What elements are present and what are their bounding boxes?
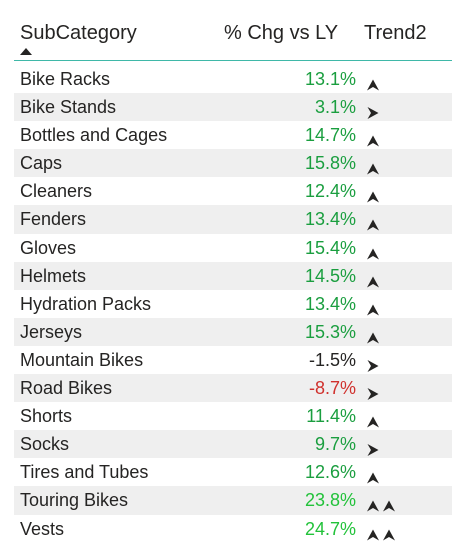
- subcategory-cell: Fenders: [20, 209, 87, 230]
- trend-up-icon: [366, 212, 380, 231]
- pct-change-cell: -1.5%: [308, 349, 356, 370]
- table-header: SubCategory % Chg vs LY Trend2: [14, 18, 452, 61]
- pct-change-cell: 24.7%: [304, 518, 356, 539]
- trend-cell: [366, 515, 396, 543]
- subcategory-cell: Vests: [20, 518, 65, 539]
- trend-cell: [366, 402, 380, 430]
- pct-change-cell: 14.7%: [304, 125, 356, 146]
- pct-change-cell: 14.5%: [304, 265, 356, 286]
- trend-cell: [366, 458, 380, 486]
- table-row[interactable]: Bottles and Cages 14.7%: [14, 121, 452, 149]
- table-row[interactable]: Helmets 14.5%: [14, 261, 452, 290]
- subcategory-cell: Cleaners: [20, 181, 93, 202]
- trend-right-icon: [366, 381, 380, 401]
- pct-change-cell: 15.8%: [304, 153, 356, 174]
- table-row[interactable]: Bike Racks 13.1%: [14, 65, 452, 93]
- trend-up-icon: [366, 409, 380, 428]
- trend-cell: [366, 234, 380, 262]
- subcategory-cell: Caps: [20, 153, 63, 174]
- pct-change-cell: 23.8%: [304, 490, 356, 511]
- subcategory-cell: Road Bikes: [20, 378, 113, 399]
- table-row[interactable]: Tires and Tubes 12.6%: [14, 458, 452, 486]
- trend-up-icon: [366, 156, 380, 175]
- table-row[interactable]: Jerseys 15.3%: [14, 317, 452, 346]
- table-row[interactable]: Gloves 15.4%: [14, 234, 452, 262]
- header-trend[interactable]: Trend2: [364, 22, 427, 44]
- table-row[interactable]: Fenders 13.4%: [14, 205, 452, 234]
- subcategory-cell: Bike Racks: [20, 69, 111, 89]
- table-body: Bike Racks 13.1% Bike Stands 3.1% Bottles an…: [14, 65, 452, 543]
- subcategory-cell: Hydration Packs: [20, 293, 152, 314]
- trend-cell: [366, 149, 380, 177]
- header-pct-change[interactable]: % Chg vs LY: [224, 22, 339, 44]
- subcategory-cell: Tires and Tubes: [20, 462, 149, 483]
- pct-change-cell: 12.6%: [304, 462, 356, 483]
- trend-up-icon: [366, 297, 380, 316]
- table-row[interactable]: Vests 24.7%: [14, 515, 452, 543]
- pct-change-cell: 13.4%: [304, 293, 356, 314]
- trend-up-icon: [366, 184, 380, 203]
- subcategory-cell: Shorts: [20, 406, 73, 427]
- subcategory-cell: Gloves: [20, 237, 77, 258]
- pct-change-cell: 15.3%: [304, 321, 356, 342]
- trend-up-icon: [366, 493, 380, 512]
- pct-change-cell: 3.1%: [314, 97, 356, 118]
- table-row[interactable]: Bike Stands 3.1%: [14, 93, 452, 122]
- table-row[interactable]: Shorts 11.4%: [14, 402, 452, 430]
- subcategory-cell: Helmets: [20, 265, 87, 286]
- trend-up-icon: [366, 72, 380, 91]
- data-table: SubCategory % Chg vs LY Trend2 Bike Rack…: [14, 18, 452, 543]
- trend-up-icon: [382, 493, 396, 512]
- trend-up-icon: [366, 269, 380, 288]
- pct-change-cell: 11.4%: [306, 406, 356, 427]
- trend-cell: [366, 93, 380, 121]
- pct-change-cell: 13.1%: [304, 69, 356, 89]
- table-row[interactable]: Cleaners 12.4%: [14, 177, 452, 205]
- trend-cell: [366, 290, 380, 318]
- pct-change-cell: 12.4%: [304, 181, 356, 202]
- trend-up-icon: [382, 522, 396, 540]
- table-row[interactable]: Mountain Bikes -1.5%: [14, 346, 452, 374]
- trend-cell: [366, 430, 380, 458]
- sort-ascending-icon[interactable]: [20, 48, 32, 55]
- pct-change-cell: -8.7%: [308, 378, 356, 399]
- trend-cell: [366, 346, 380, 374]
- subcategory-cell: Bike Stands: [20, 97, 117, 118]
- trend-right-icon: [366, 100, 380, 120]
- pct-change-cell: 13.4%: [304, 209, 356, 230]
- table-row[interactable]: Caps 15.8%: [14, 149, 452, 178]
- trend-cell: [366, 262, 380, 290]
- trend-right-icon: [366, 353, 380, 372]
- subcategory-cell: Bottles and Cages: [20, 125, 168, 146]
- subcategory-cell: Mountain Bikes: [20, 349, 144, 370]
- table-row[interactable]: Touring Bikes 23.8%: [14, 486, 452, 515]
- pct-change-cell: 15.4%: [304, 237, 356, 258]
- table-row[interactable]: Socks 9.7%: [14, 430, 452, 459]
- trend-up-icon: [366, 128, 380, 147]
- pct-change-cell: 9.7%: [314, 434, 356, 455]
- header-subcategory[interactable]: SubCategory: [20, 22, 137, 44]
- table-row[interactable]: Hydration Packs 13.4%: [14, 290, 452, 318]
- trend-cell: [366, 177, 380, 205]
- trend-cell: [366, 65, 380, 93]
- trend-up-icon: [366, 241, 380, 260]
- subcategory-cell: Socks: [20, 434, 70, 455]
- trend-right-icon: [366, 437, 380, 457]
- trend-up-icon: [366, 522, 380, 540]
- subcategory-cell: Touring Bikes: [20, 490, 129, 511]
- trend-up-icon: [366, 325, 380, 344]
- trend-cell: [366, 318, 380, 346]
- trend-cell: [366, 205, 380, 233]
- trend-cell: [366, 121, 380, 149]
- subcategory-cell: Jerseys: [20, 321, 83, 342]
- table-row[interactable]: Road Bikes -8.7%: [14, 374, 452, 403]
- trend-cell: [366, 486, 396, 514]
- trend-up-icon: [366, 465, 380, 484]
- trend-cell: [366, 374, 380, 402]
